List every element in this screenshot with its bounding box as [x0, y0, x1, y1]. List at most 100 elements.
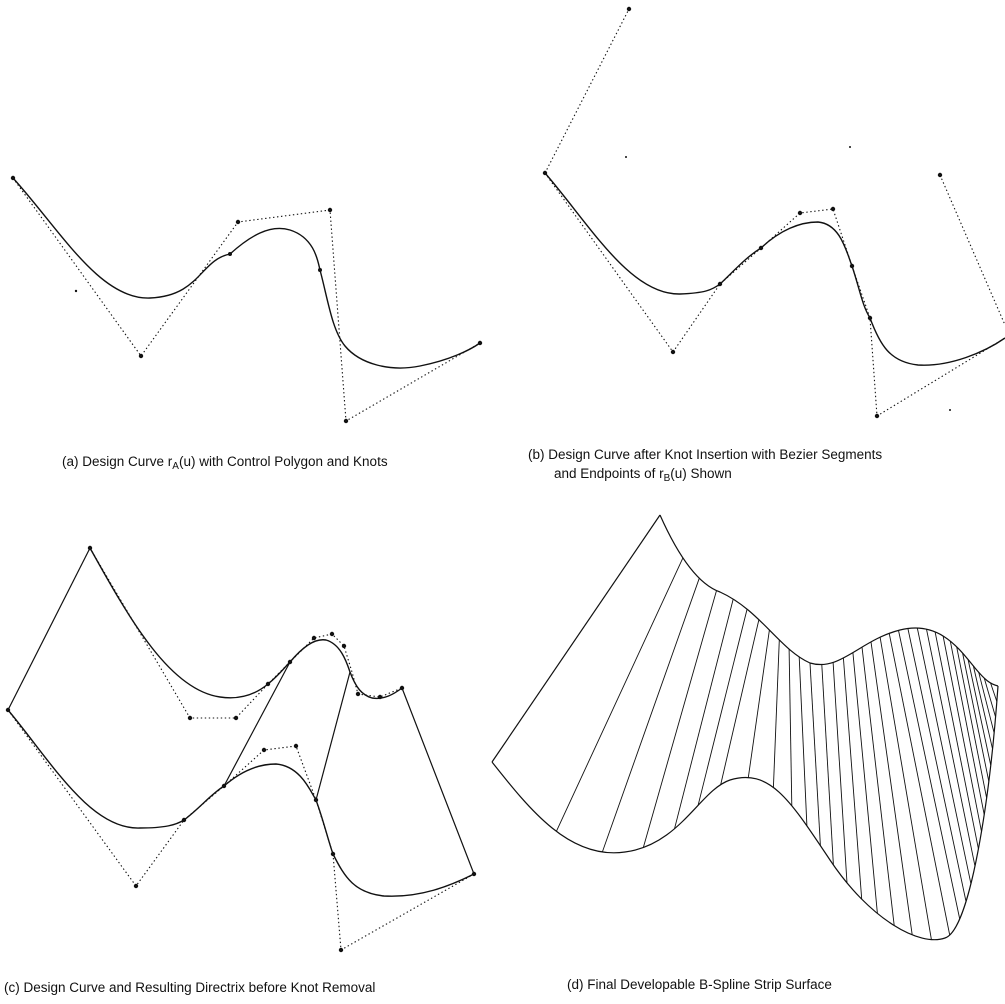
control-point — [471, 871, 477, 877]
panel-a — [10, 175, 483, 424]
caption-c: (c) Design Curve and Resulting Directrix… — [4, 978, 375, 997]
control-point — [670, 349, 676, 355]
control-point — [849, 263, 855, 269]
control-point — [10, 175, 16, 181]
directrix-polygon — [89, 547, 403, 719]
caption-b-line2-suffix: (u) Shown — [670, 466, 732, 481]
ruling-line — [934, 631, 979, 849]
ruling-line — [949, 641, 985, 815]
control-point — [797, 210, 803, 216]
ruling-line — [983, 678, 997, 718]
ruling-line — [978, 672, 995, 733]
caption-b-subscript: B — [663, 473, 671, 484]
panel-d — [491, 514, 999, 941]
control-point — [330, 851, 336, 857]
ruling-line — [809, 662, 821, 846]
control-point — [133, 883, 139, 889]
ruling-line — [942, 635, 982, 832]
control-point — [313, 797, 319, 803]
directrix-curve — [89, 547, 403, 700]
directrix-point — [341, 643, 347, 649]
rb-polygon-upper — [544, 8, 630, 174]
directrix-point — [233, 715, 239, 721]
ruling-line — [842, 657, 863, 900]
control-point — [235, 219, 241, 225]
ruling-line — [674, 598, 734, 829]
directrix-point — [187, 715, 193, 721]
ruling-line — [916, 627, 972, 884]
control-point — [5, 707, 11, 713]
caption-d: (d) Final Developable B-Spline Strip Sur… — [567, 975, 832, 994]
ruling-line — [697, 608, 748, 806]
caption-b-line1: (b) Design Curve after Knot Insertion wi… — [528, 447, 883, 462]
control-point — [542, 170, 548, 176]
control-point — [758, 245, 764, 251]
caption-b: (b) Design Curve after Knot Insertion wi… — [528, 445, 882, 488]
control-point — [477, 340, 483, 346]
ruling-lines — [555, 557, 998, 940]
caption-a-prefix: (a) Design Curve r — [62, 454, 173, 469]
directrix-point — [87, 545, 93, 551]
ruling-line — [956, 646, 988, 798]
caption-a-suffix: (u) with Control Polygon and Knots — [178, 454, 388, 469]
ruling-line — [601, 578, 700, 853]
control-point — [181, 817, 187, 823]
ruling-line — [990, 682, 998, 702]
control-point — [221, 783, 227, 789]
ruling-line — [747, 629, 770, 778]
control-point — [874, 413, 880, 419]
caption-b-line2: and Endpoints of rB(u) Shown — [528, 464, 882, 488]
ruling-line — [967, 659, 992, 766]
control-point — [867, 315, 873, 321]
boundary-edge — [401, 687, 475, 875]
stray-mark — [74, 289, 78, 293]
ruling-line — [972, 665, 993, 749]
ruling-line — [772, 639, 780, 788]
ruling-line — [832, 662, 848, 883]
caption-a: (a) Design Curve rA(u) with Control Poly… — [62, 452, 388, 476]
panel-c — [5, 545, 477, 953]
control-point — [717, 281, 723, 287]
design-curve — [544, 172, 1005, 366]
control-point — [626, 6, 632, 12]
knot-point — [318, 268, 322, 272]
control-point — [261, 747, 267, 753]
ruling-line — [870, 641, 913, 935]
caption-a-subscript: A — [172, 461, 179, 472]
ruling-line — [223, 661, 291, 787]
control-point — [830, 206, 836, 212]
stray-mark — [849, 146, 851, 148]
design-curve — [7, 709, 475, 897]
directrix-point — [287, 659, 293, 665]
directrix-point — [265, 681, 271, 687]
ruling-line — [798, 656, 808, 826]
control-point — [937, 172, 943, 178]
strip-bottom-edge — [491, 685, 999, 941]
directrix-point — [329, 631, 335, 637]
control-point — [338, 947, 344, 953]
caption-b-line2-prefix: and Endpoints of r — [554, 466, 664, 481]
ruling-line — [642, 590, 717, 848]
ruling-line — [926, 629, 976, 867]
knot-point — [228, 252, 232, 256]
boundary-edge — [7, 547, 91, 711]
stray-mark — [949, 409, 951, 411]
ruling-line — [720, 619, 760, 785]
ruling-line — [898, 630, 961, 919]
rb-polygon-right — [939, 174, 1005, 326]
ruling-line — [315, 671, 351, 801]
control-point — [293, 743, 299, 749]
strip-left-edge — [491, 514, 661, 763]
ruling-line — [852, 652, 878, 914]
directrix-point — [311, 635, 317, 641]
control-point — [343, 418, 349, 424]
ruling-line — [962, 653, 990, 782]
control-point — [138, 353, 144, 359]
control-polygon — [544, 172, 1005, 417]
ruling-line — [821, 664, 834, 866]
ruling-line — [907, 628, 967, 902]
ruling-line — [888, 633, 951, 936]
stray-mark — [625, 156, 627, 158]
directrix-point — [399, 685, 405, 691]
